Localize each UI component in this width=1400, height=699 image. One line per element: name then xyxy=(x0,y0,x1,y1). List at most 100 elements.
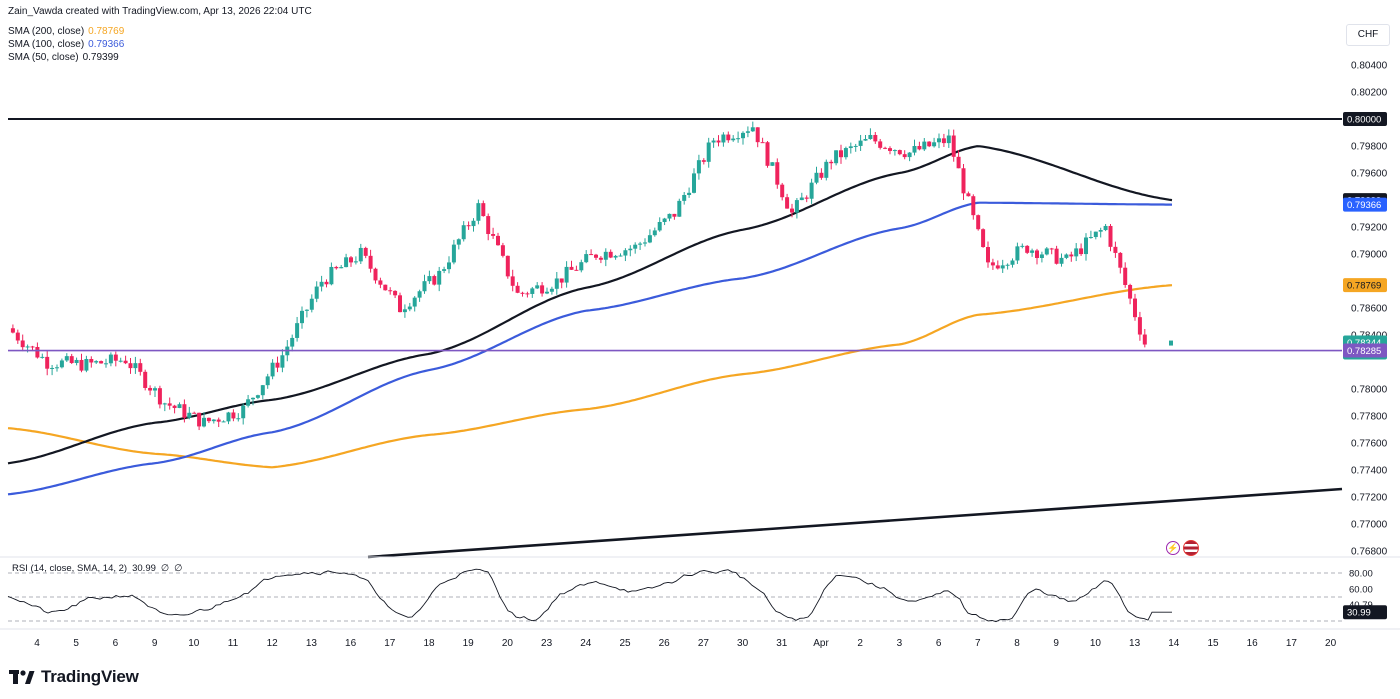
time-tick-label: Apr xyxy=(813,638,829,649)
candle-body xyxy=(231,412,236,419)
candle xyxy=(755,127,760,148)
candle-body xyxy=(652,230,657,236)
time-tick-label: 7 xyxy=(975,638,981,649)
candle-body xyxy=(476,203,481,221)
horizontal-levels[interactable] xyxy=(8,118,1343,559)
candle xyxy=(182,399,187,423)
time-axis[interactable]: 4 5 6 9 10 11 12 13 16 17 18 19 20 23 24 25 26 27 30 31 Apr 2… xyxy=(34,638,1336,649)
candle xyxy=(682,191,687,205)
candle-body xyxy=(162,403,167,405)
candle xyxy=(750,121,755,132)
time-tick-label: 23 xyxy=(541,638,553,649)
tradingview-logo[interactable]: TradingView xyxy=(9,666,139,688)
candle-body xyxy=(187,412,192,418)
candle-body xyxy=(1049,248,1054,250)
candle xyxy=(736,131,741,143)
sma200-legend[interactable]: SMA (200, close) 0.78769 xyxy=(8,26,124,38)
price-tick-label: 0.77200 xyxy=(1351,493,1388,504)
candle xyxy=(657,217,662,232)
candle xyxy=(167,397,172,410)
candle-body xyxy=(564,266,569,283)
price-badge: 0.80000 xyxy=(1343,112,1387,126)
candle xyxy=(314,281,319,303)
candle xyxy=(447,256,451,274)
currency-button[interactable]: CHF xyxy=(1346,24,1390,46)
candle-body xyxy=(765,142,770,166)
sma200-label: SMA (200, close) xyxy=(8,26,85,37)
rsi-line xyxy=(7,568,1172,623)
candle xyxy=(638,241,643,250)
candle-body xyxy=(329,266,334,285)
candle xyxy=(265,373,270,389)
candle xyxy=(505,255,510,279)
candle xyxy=(554,271,559,295)
candle xyxy=(814,166,819,185)
candle-body xyxy=(834,150,839,164)
candle xyxy=(40,353,45,359)
candle xyxy=(236,413,241,422)
time-tick-label: 20 xyxy=(1325,638,1337,649)
candle-body xyxy=(971,196,976,216)
candle-body xyxy=(1000,265,1005,269)
time-tick-label: 6 xyxy=(113,638,119,649)
sma50-legend[interactable]: SMA (50, close) 0.79399 xyxy=(8,52,119,64)
candle-body xyxy=(172,405,177,409)
candle xyxy=(892,149,897,156)
candle-body xyxy=(123,360,128,364)
candle xyxy=(1079,243,1084,256)
price-badge-text: 0.79366 xyxy=(1347,200,1381,211)
candle-body xyxy=(594,254,598,258)
candle xyxy=(1142,328,1147,348)
candle-body xyxy=(442,269,447,271)
candle-body xyxy=(696,160,701,174)
candle xyxy=(692,168,696,194)
author-line: Zain_Vawda created with TradingView.com,… xyxy=(8,6,312,17)
candle-body xyxy=(1005,264,1010,266)
candle-body xyxy=(202,417,206,427)
candle xyxy=(1103,223,1108,232)
candle xyxy=(128,358,133,374)
candle-body xyxy=(946,135,951,144)
candle xyxy=(157,385,162,409)
candle xyxy=(45,350,50,376)
candle-body xyxy=(755,127,760,143)
candles[interactable] xyxy=(10,121,1173,431)
candle-body xyxy=(221,421,226,423)
candle-body xyxy=(937,138,941,143)
candle-body xyxy=(69,356,74,363)
candle xyxy=(525,291,530,298)
sma100-legend[interactable]: SMA (100, close) 0.79366 xyxy=(8,39,124,51)
candle xyxy=(716,135,721,147)
candle-body xyxy=(99,361,104,364)
candle xyxy=(603,248,608,267)
candle-body xyxy=(1103,225,1108,231)
time-tick-label: 9 xyxy=(1053,638,1059,649)
candle-body xyxy=(349,257,353,263)
time-tick-label: 6 xyxy=(936,638,942,649)
candle-body xyxy=(559,278,564,283)
candle xyxy=(922,138,927,152)
candle-body xyxy=(1088,237,1093,239)
candle xyxy=(216,417,221,428)
candle xyxy=(976,214,981,231)
candle xyxy=(937,133,941,149)
us-flag-icon[interactable] xyxy=(1183,540,1199,556)
candle xyxy=(412,296,417,312)
time-tick-label: 4 xyxy=(34,638,40,649)
candle-body xyxy=(1030,250,1035,253)
rsi-legend[interactable]: RSI (14, close, SMA, 14, 2) 30.99 ∅ ∅ xyxy=(12,563,187,575)
candle xyxy=(941,133,946,147)
time-tick-label: 13 xyxy=(1129,638,1141,649)
candle xyxy=(226,411,231,425)
price-badge-text: 0.80000 xyxy=(1347,115,1381,126)
candle-body xyxy=(295,323,300,338)
candle xyxy=(461,221,466,242)
moving-averages xyxy=(7,145,1173,496)
candle xyxy=(417,289,422,302)
price-badge: 0.79366 xyxy=(1343,197,1387,212)
candle xyxy=(1093,231,1098,240)
price-axis[interactable]: 0.80400 0.80200 0.79800 0.79600 0.79200 0.790… xyxy=(1343,61,1388,558)
bolt-icon[interactable]: ⚡ xyxy=(1166,541,1180,555)
candle xyxy=(202,412,206,428)
